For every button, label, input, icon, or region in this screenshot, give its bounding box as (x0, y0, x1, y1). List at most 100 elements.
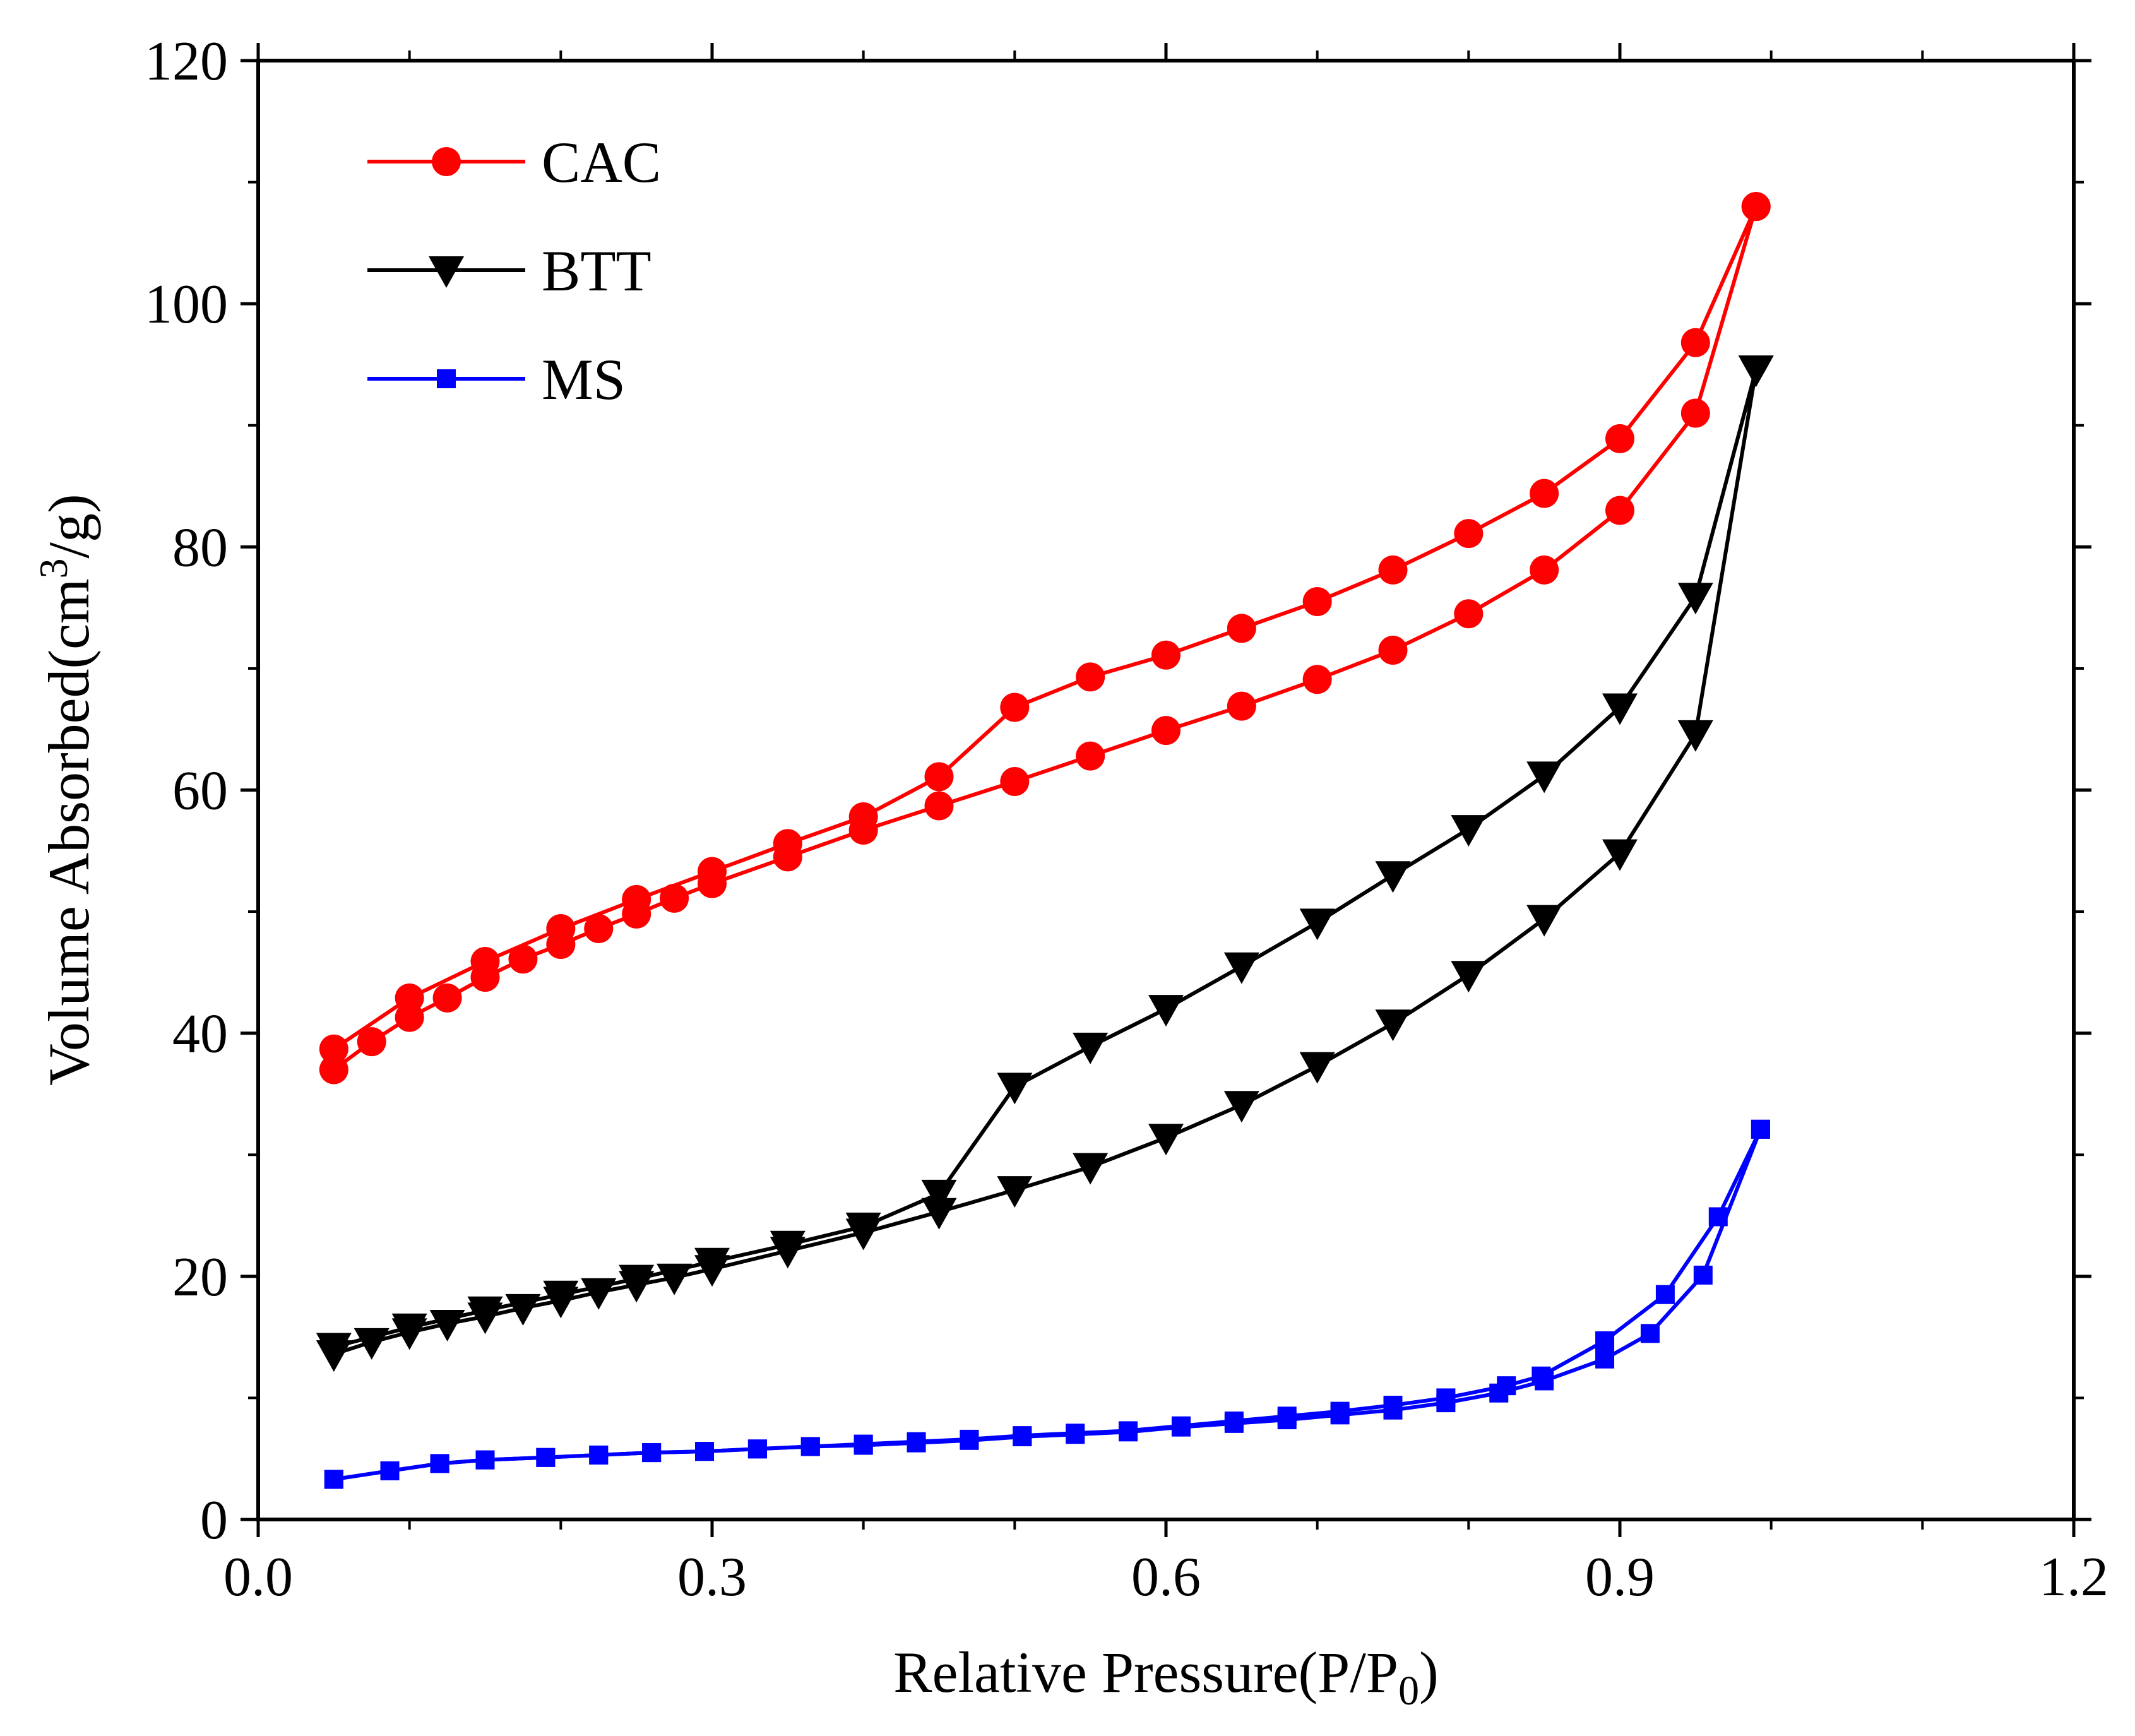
y-tick-label: 20 (172, 1247, 228, 1308)
ms-desorption-point (536, 1448, 556, 1467)
cac-adsorption-point (319, 1055, 348, 1085)
ms-desorption-point (589, 1445, 609, 1465)
ms-adsorption-point (1693, 1265, 1713, 1285)
cac-desorption-point (773, 829, 802, 859)
btt-adsorption-point (921, 1198, 957, 1230)
cac-adsorption-point (1605, 496, 1634, 525)
ms-desorption-point (1383, 1395, 1403, 1415)
btt-adsorption-point (1148, 1124, 1184, 1156)
btt-adsorption-point (354, 1328, 390, 1360)
cac-desorption-point (1227, 614, 1256, 643)
btt-adsorption-point (1677, 720, 1713, 752)
cac-desorption-point (470, 947, 500, 977)
cac-adsorption-point (1454, 599, 1484, 629)
x-tick-label: 0.3 (677, 1547, 747, 1608)
ms-desorption-point (800, 1437, 820, 1456)
cac-desorption-point (1530, 479, 1559, 508)
cac-adsorption-point (357, 1027, 386, 1057)
ms-desorption-point (853, 1434, 873, 1454)
cac-adsorption-point (1680, 398, 1710, 428)
x-tick-label: 1.2 (2039, 1547, 2108, 1608)
series-cac (319, 192, 1771, 1085)
series-ms (324, 1119, 1770, 1489)
cac-desorption-point (622, 884, 651, 914)
btt-desorption-line (333, 369, 1758, 1349)
cac-desorption-point (1000, 693, 1030, 722)
btt-desorption-point (1223, 952, 1259, 984)
cac-desorption-point (698, 857, 727, 886)
cac-adsorption-point (924, 791, 954, 821)
y-axis-title: Volume Absorbed(cm3/g) (31, 494, 101, 1085)
cac-adsorption-point (1530, 555, 1559, 585)
btt-adsorption-point (997, 1176, 1033, 1208)
btt-desorption-point (1451, 815, 1487, 847)
btt-desorption-point (316, 1333, 352, 1365)
btt-adsorption-point (1375, 1009, 1411, 1042)
ms-desorption-point (1655, 1285, 1675, 1304)
btt-adsorption-point (1223, 1091, 1259, 1123)
legend-label-btt: BTT (542, 239, 651, 303)
cac-desorption-point (1151, 640, 1180, 670)
ms-desorption-point (1013, 1426, 1032, 1446)
btt-adsorption-point (657, 1263, 693, 1295)
cac-desorption-point (319, 1034, 348, 1064)
axis-ticks: 0.0 0.3 0.6 0.9 1.2 0 20 40 60 80 100 120 (145, 31, 2108, 1608)
btt-adsorption-point (1451, 961, 1487, 993)
btt-desorption-point (1073, 1032, 1109, 1064)
cac-desorption-point (1076, 662, 1105, 692)
ms-desorption-point (324, 1470, 343, 1489)
ms-desorption-point (907, 1432, 926, 1451)
y-tick-label: 0 (200, 1490, 228, 1551)
cac-adsorption-point (1076, 741, 1105, 771)
y-tick-label: 40 (172, 1004, 228, 1065)
btt-desorption-point (1375, 861, 1411, 893)
btt-adsorption-line (333, 369, 1758, 1356)
btt-desorption-point (543, 1280, 579, 1312)
cac-adsorption-point (1151, 716, 1180, 746)
cac-adsorption-point (1378, 636, 1408, 665)
ms-desorption-point (960, 1429, 979, 1449)
ms-desorption-point (695, 1442, 715, 1461)
series-btt (316, 355, 1774, 1372)
btt-desorption-point (1148, 995, 1184, 1027)
ms-desorption-point (430, 1454, 449, 1473)
ms-desorption-point (380, 1461, 400, 1480)
btt-desorption-point (921, 1179, 957, 1211)
ms-desorption-point (1708, 1207, 1728, 1227)
cac-desorption-point (1605, 424, 1634, 453)
cac-adsorption-point (432, 983, 462, 1013)
ms-desorption-point (475, 1450, 495, 1470)
cac-desorption-point (1680, 328, 1710, 357)
btt-adsorption-point (1073, 1153, 1109, 1185)
x-tick-label: 0.6 (1131, 1547, 1201, 1608)
cac-desorption-point (1378, 555, 1408, 585)
cac-adsorption-point (1000, 767, 1030, 797)
cac-adsorption-point (1302, 665, 1332, 694)
ms-desorption-point (1119, 1421, 1138, 1441)
cac-adsorption-point (508, 944, 538, 974)
btt-adsorption-point (1299, 1052, 1335, 1084)
ms-desorption-point (1436, 1388, 1456, 1408)
btt-desorption-point (1602, 693, 1638, 725)
btt-desorption-point (391, 1313, 427, 1345)
btt-adsorption-point (1526, 905, 1562, 937)
btt-desorption-point (619, 1264, 655, 1297)
btt-adsorption-point (505, 1293, 541, 1326)
cac-desorption-point (395, 983, 424, 1013)
btt-desorption-point (770, 1230, 806, 1263)
cac-desorption-point (546, 914, 576, 944)
ms-adsorption-point (1640, 1324, 1660, 1343)
cac-desorption-point (848, 802, 878, 831)
legend-label-cac: CAC (542, 130, 661, 194)
legend-label-ms: MS (542, 347, 626, 412)
x-tick-label: 0.0 (223, 1547, 293, 1608)
x-tick-label: 0.9 (1585, 1547, 1655, 1608)
y-tick-label: 120 (145, 31, 228, 92)
btt-desorption-point (845, 1212, 881, 1244)
cac-desorption-point (1454, 519, 1484, 549)
ms-adsorption-point (1595, 1349, 1615, 1369)
cac-desorption-point (1302, 586, 1332, 616)
ms-desorption-point (1330, 1401, 1350, 1421)
ms-desorption-point (1497, 1376, 1516, 1396)
